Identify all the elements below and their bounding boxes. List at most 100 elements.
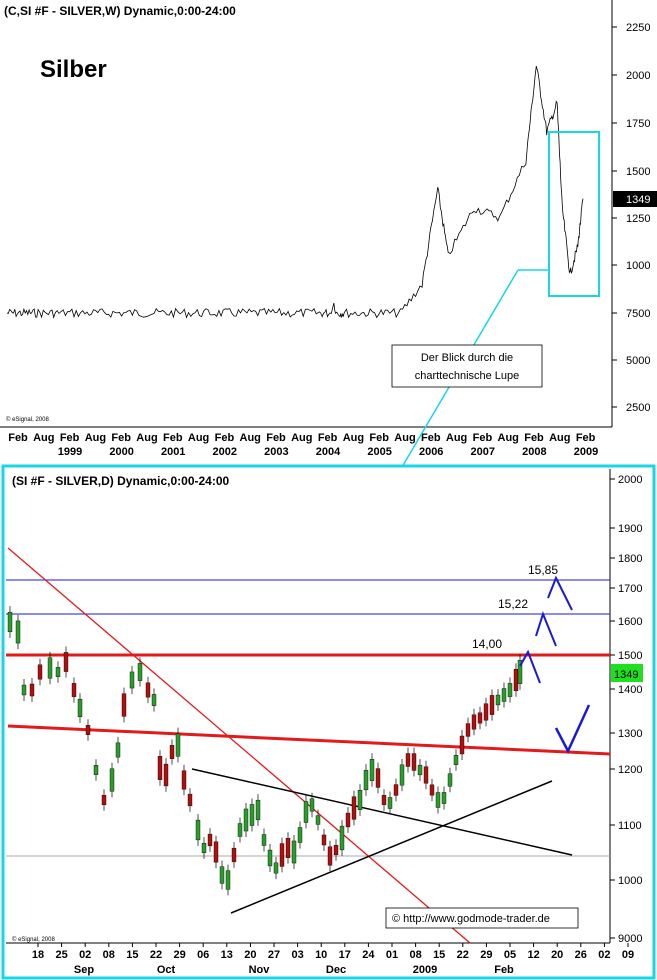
candle-body <box>47 657 53 679</box>
daily-x-tick: 20 <box>551 949 563 961</box>
candle-body <box>477 712 483 724</box>
weekly-x-tick: Feb <box>266 432 286 444</box>
candle-body <box>393 784 399 796</box>
weekly-chart: (C,SI #F - SILVER,W) Dynamic,0:00-24:00 … <box>0 0 657 468</box>
daily-x-tick: 27 <box>268 949 280 961</box>
daily-x-tick: 08 <box>409 949 421 961</box>
candle-body <box>517 660 523 684</box>
candle-body <box>163 763 169 787</box>
daily-x-tick: 26 <box>575 949 587 961</box>
candle-body <box>15 620 21 644</box>
weekly-x-tick: Feb <box>60 432 80 444</box>
daily-last-value: 1349 <box>614 669 638 681</box>
candle-body <box>207 833 213 847</box>
candle-body <box>501 688 507 702</box>
weekly-y-tick: 2500 <box>626 402 650 414</box>
candle-body <box>381 795 387 805</box>
candle-body <box>285 838 291 858</box>
arrow-up-15-85 <box>547 575 573 611</box>
weekly-last-value-badge <box>613 191 657 207</box>
weekly-price-line <box>6 66 584 319</box>
daily-copyright: © eSignal, 2008 <box>12 936 55 943</box>
candle-body <box>7 611 13 633</box>
candle-body <box>55 666 61 678</box>
weekly-x-year: 2007 <box>471 446 495 458</box>
daily-x-tick: 03 <box>291 949 303 961</box>
weekly-x-tick: Aug <box>498 432 519 444</box>
daily-y-axis: 2000 1900 1800 1700 1600 1500 1400 1300 1200 1100… <box>610 474 642 945</box>
daily-x-tick: 06 <box>197 949 209 961</box>
weekly-y-tick: 1750 <box>626 118 650 130</box>
daily-y-tick: 1300 <box>618 728 642 740</box>
candle-body <box>321 834 327 846</box>
weekly-y-axis: 2250 2000 1750 1500 1250 1000 7500 5000 2500 <box>612 22 650 414</box>
weekly-x-tick: Aug <box>394 432 415 444</box>
candle-body <box>101 794 107 806</box>
candle-body <box>441 792 447 804</box>
candle-body <box>63 652 69 672</box>
candle-body <box>219 866 225 884</box>
candle-body <box>71 683 77 697</box>
candle-body <box>483 703 489 721</box>
weekly-x-year: 2008 <box>522 446 546 458</box>
weekly-x-year: 1999 <box>58 446 82 458</box>
weekly-x-year: 2004 <box>316 446 341 458</box>
candle-body <box>471 714 477 730</box>
candle-body <box>213 841 219 863</box>
candle-body <box>399 764 405 786</box>
candle-body <box>255 799 261 821</box>
candle-body <box>115 742 121 758</box>
candle-body <box>435 792 441 808</box>
weekly-copyright: © eSignal, 2008 <box>6 416 49 423</box>
resistance-red-line <box>7 724 611 756</box>
candle-body <box>429 784 435 796</box>
weekly-chart-title: (C,SI #F - SILVER,W) Dynamic,0:00-24:00 <box>4 4 236 18</box>
weekly-x-tick: Aug <box>291 432 312 444</box>
daily-y-tick: 1100 <box>618 820 642 832</box>
triangle-upper-line <box>191 768 573 856</box>
daily-last-value-badge <box>611 664 643 682</box>
candle-body <box>201 842 207 854</box>
daily-y-tick: 9000 <box>618 933 642 945</box>
candle-body <box>157 756 163 780</box>
daily-x-tick: 24 <box>362 949 375 961</box>
daily-x-tick: 22 <box>457 949 469 961</box>
candle-body <box>231 847 237 863</box>
daily-x-tick: 29 <box>173 949 185 961</box>
weekly-x-tick: Aug <box>85 432 106 444</box>
daily-x-tick: 20 <box>244 949 256 961</box>
weekly-x-tick: Aug <box>446 432 467 444</box>
candle-body <box>411 753 417 771</box>
weekly-x-tick: Feb <box>421 432 441 444</box>
daily-y-tick: 1600 <box>618 616 642 628</box>
daily-x-tick: 02 <box>79 949 91 961</box>
daily-x-tick: 29 <box>480 949 492 961</box>
candle-body <box>357 789 363 811</box>
daily-x-month: 2009 <box>413 964 437 976</box>
daily-x-tick: 18 <box>32 949 44 961</box>
candle-body <box>351 796 357 820</box>
candle-body <box>345 812 351 828</box>
candle-body <box>405 753 411 767</box>
candle-body <box>145 682 151 698</box>
weekly-x-year: 2000 <box>109 446 133 458</box>
candle-body <box>181 770 187 790</box>
downtrend-red-line <box>7 547 471 944</box>
daily-x-month: Sep <box>74 964 94 976</box>
daily-y-tick: 1700 <box>618 583 642 595</box>
daily-x-tick: 15 <box>433 949 445 961</box>
daily-x-tick: 05 <box>504 949 516 961</box>
focus-box <box>548 131 600 297</box>
level-label-15-22: 15,22 <box>498 597 528 611</box>
candle-body <box>387 797 393 809</box>
weekly-x-year: 2005 <box>367 446 391 458</box>
candlesticks <box>7 606 523 896</box>
daily-x-tick: 15 <box>126 949 138 961</box>
candle-body <box>37 664 43 680</box>
candle-body <box>279 843 285 867</box>
daily-y-tick: 2000 <box>618 474 642 486</box>
candle-body <box>363 769 369 791</box>
daily-y-tick: 1900 <box>618 523 642 535</box>
candle-body <box>447 773 453 787</box>
daily-x-tick: 25 <box>55 949 67 961</box>
